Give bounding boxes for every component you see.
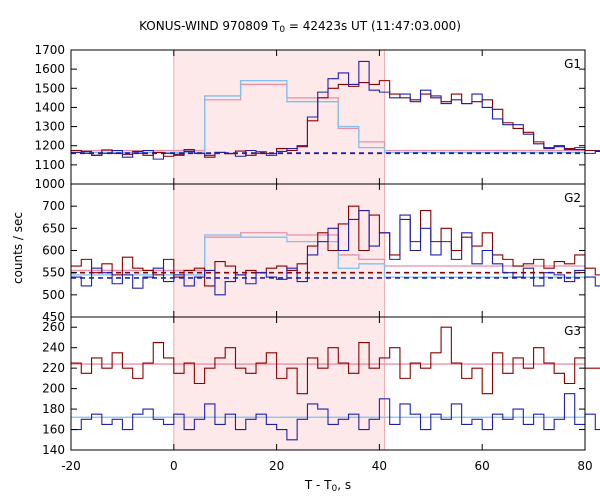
x-tick-label: 60 bbox=[475, 459, 490, 473]
model-red-g2 bbox=[71, 232, 585, 272]
highlight-band-g3 bbox=[173, 317, 385, 450]
model-red-g1 bbox=[71, 83, 585, 152]
x-tick-label: 20 bbox=[269, 459, 284, 473]
highlight-band-g2 bbox=[173, 184, 385, 317]
y-tick-label-g1: 1100 bbox=[34, 158, 65, 172]
y-tick-label-g3: 260 bbox=[42, 320, 65, 334]
x-axis-label: T - T0, s bbox=[304, 478, 352, 494]
y-tick-label-g1: 1200 bbox=[34, 139, 65, 153]
x-tick-label: 40 bbox=[372, 459, 387, 473]
y-tick-label-g3: 220 bbox=[42, 361, 65, 375]
y-tick-label-g1: 1400 bbox=[34, 100, 65, 114]
panel-label-g3: G3 bbox=[564, 324, 581, 338]
y-tick-label-g1: 1600 bbox=[34, 62, 65, 76]
y-tick-label-g3: 200 bbox=[42, 382, 65, 396]
x-tick-label: 80 bbox=[577, 459, 592, 473]
y-tick-label-g1: 1700 bbox=[34, 43, 65, 57]
y-tick-label-g3: 180 bbox=[42, 402, 65, 416]
y-tick-label-g3: 140 bbox=[42, 443, 65, 457]
y-tick-label-g1: 1000 bbox=[34, 177, 65, 191]
y-tick-label-g3: 160 bbox=[42, 423, 65, 437]
panel-frame-g3 bbox=[70, 316, 586, 451]
panel-label-g2: G2 bbox=[564, 191, 581, 205]
y-tick-label-g2: 600 bbox=[42, 244, 65, 258]
panel-label-g1: G1 bbox=[564, 57, 581, 71]
y-tick-label-g3: 240 bbox=[42, 341, 65, 355]
x-tick-label: -20 bbox=[61, 459, 81, 473]
y-tick-label-g2: 650 bbox=[42, 221, 65, 235]
highlight-band-g1 bbox=[173, 50, 385, 184]
chart-title: KONUS-WIND 970809 T0 = 42423s UT (11:47:… bbox=[139, 19, 461, 35]
y-tick-label-g2: 700 bbox=[42, 199, 65, 213]
y-tick-label-g1: 1300 bbox=[34, 120, 65, 134]
y-tick-label-g2: 500 bbox=[42, 288, 65, 302]
y-axis-label: counts / sec bbox=[11, 212, 25, 285]
y-tick-label-g2: 450 bbox=[42, 310, 65, 324]
y-tick-label-g2: 550 bbox=[42, 266, 65, 280]
y-tick-label-g1: 1500 bbox=[34, 81, 65, 95]
model-blue-g1 bbox=[71, 79, 585, 154]
x-tick-label: 0 bbox=[170, 459, 178, 473]
model-blue-g2 bbox=[71, 234, 585, 278]
